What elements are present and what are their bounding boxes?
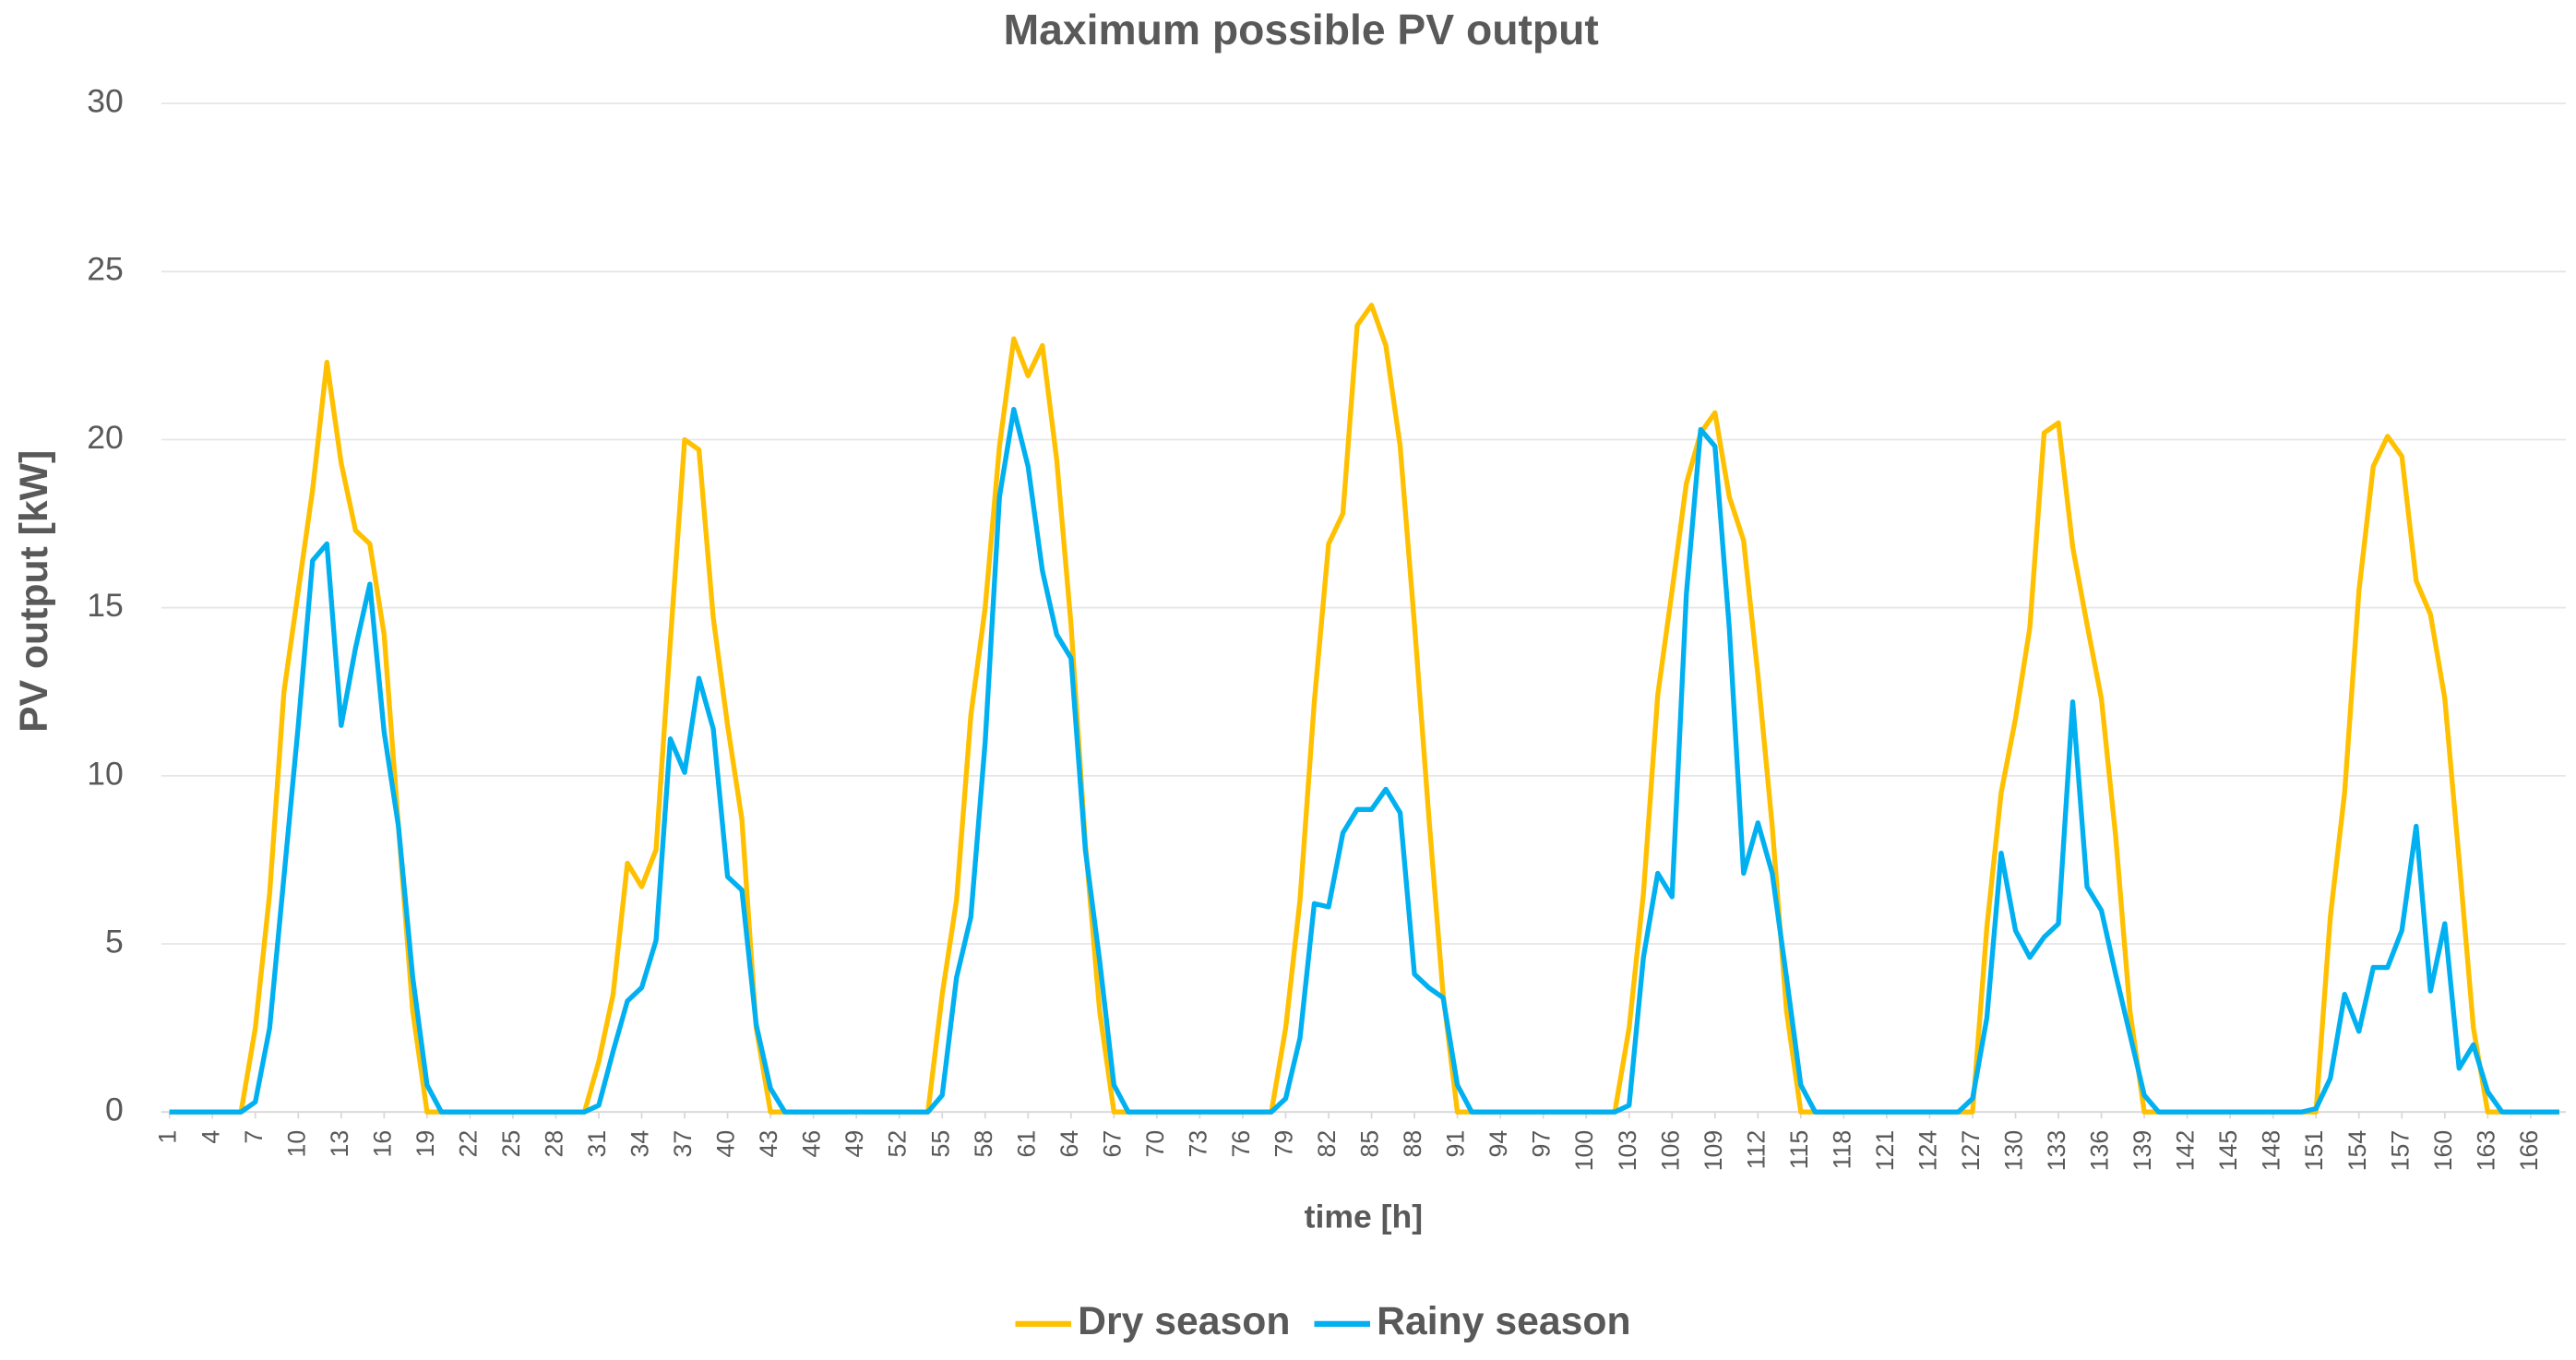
x-tick-label: 121 <box>1871 1130 1899 1172</box>
x-tick-label: 148 <box>2258 1130 2285 1172</box>
y-tick-label: 20 <box>87 419 124 456</box>
x-tick-label: 82 <box>1313 1130 1341 1158</box>
x-tick-label: 97 <box>1528 1130 1556 1158</box>
x-tick-label: 118 <box>1828 1130 1855 1170</box>
legend-label: Dry season <box>1078 1299 1290 1343</box>
x-tick-label: 160 <box>2429 1130 2457 1172</box>
x-tick-label: 124 <box>1914 1130 1941 1172</box>
y-tick-label: 30 <box>87 83 124 120</box>
x-tick-label: 19 <box>411 1130 439 1158</box>
legend-label: Rainy season <box>1377 1299 1630 1343</box>
y-tick-label: 5 <box>105 923 124 960</box>
x-tick-label: 46 <box>798 1130 826 1158</box>
series-line <box>169 407 2559 1115</box>
x-tick-label: 166 <box>2515 1130 2543 1172</box>
x-tick-label: 157 <box>2386 1130 2414 1172</box>
x-tick-label: 52 <box>884 1130 912 1158</box>
x-tick-label: 22 <box>454 1130 482 1158</box>
x-tick-label: 55 <box>926 1130 954 1158</box>
y-tick-label: 15 <box>87 587 124 624</box>
x-tick-label: 151 <box>2300 1130 2328 1172</box>
x-tick-label: 127 <box>1957 1130 1985 1172</box>
x-tick-label: 43 <box>755 1130 782 1158</box>
x-tick-label: 67 <box>1098 1130 1126 1158</box>
x-tick-label: 70 <box>1141 1130 1169 1158</box>
x-tick-label: 58 <box>970 1130 997 1158</box>
x-tick-label: 4 <box>197 1130 224 1144</box>
x-tick-label: 34 <box>626 1130 654 1158</box>
x-tick-label: 100 <box>1570 1130 1598 1172</box>
chart-title: Maximum possible PV output <box>1004 6 1599 54</box>
x-tick-label: 130 <box>2000 1130 2028 1172</box>
x-tick-label: 28 <box>541 1130 568 1158</box>
x-tick-label: 154 <box>2343 1130 2371 1172</box>
x-tick-label: 16 <box>368 1130 396 1158</box>
y-tick-label: 0 <box>105 1092 124 1128</box>
x-tick-label: 61 <box>1012 1130 1040 1158</box>
x-tick-label: 31 <box>583 1130 611 1158</box>
x-tick-label: 76 <box>1227 1130 1255 1158</box>
x-tick-label: 25 <box>497 1130 525 1158</box>
x-tick-label: 1 <box>154 1130 182 1144</box>
x-tick-label: 163 <box>2472 1130 2499 1172</box>
x-tick-label: 109 <box>1699 1130 1727 1172</box>
y-axis-label: PV output [kW] <box>12 450 56 733</box>
x-tick-label: 106 <box>1656 1130 1684 1172</box>
x-tick-label: 79 <box>1270 1130 1298 1158</box>
x-tick-label: 10 <box>282 1130 310 1158</box>
series-line <box>169 303 2559 1115</box>
x-tick-label: 139 <box>2129 1130 2156 1172</box>
x-tick-label: 103 <box>1614 1130 1641 1172</box>
y-tick-label: 10 <box>87 755 124 792</box>
x-tick-label: 37 <box>669 1130 697 1158</box>
x-tick-label: 115 <box>1785 1130 1813 1170</box>
x-tick-label: 145 <box>2214 1130 2242 1172</box>
x-tick-label: 91 <box>1442 1130 1470 1158</box>
x-tick-label: 142 <box>2172 1130 2200 1172</box>
y-tick-label: 25 <box>87 251 124 288</box>
x-tick-label: 112 <box>1742 1130 1770 1170</box>
x-tick-label: 13 <box>326 1130 353 1158</box>
x-tick-label: 133 <box>2043 1130 2070 1172</box>
x-tick-label: 88 <box>1399 1130 1426 1158</box>
x-tick-label: 85 <box>1356 1130 1384 1158</box>
x-tick-label: 49 <box>841 1130 868 1158</box>
x-tick-label: 7 <box>240 1130 268 1144</box>
x-tick-label: 136 <box>2086 1130 2114 1172</box>
x-tick-label: 40 <box>712 1130 740 1158</box>
x-tick-label: 94 <box>1485 1130 1512 1158</box>
x-axis-label: time [h] <box>1305 1198 1424 1235</box>
x-tick-label: 73 <box>1184 1130 1211 1158</box>
x-tick-label: 64 <box>1055 1130 1083 1158</box>
